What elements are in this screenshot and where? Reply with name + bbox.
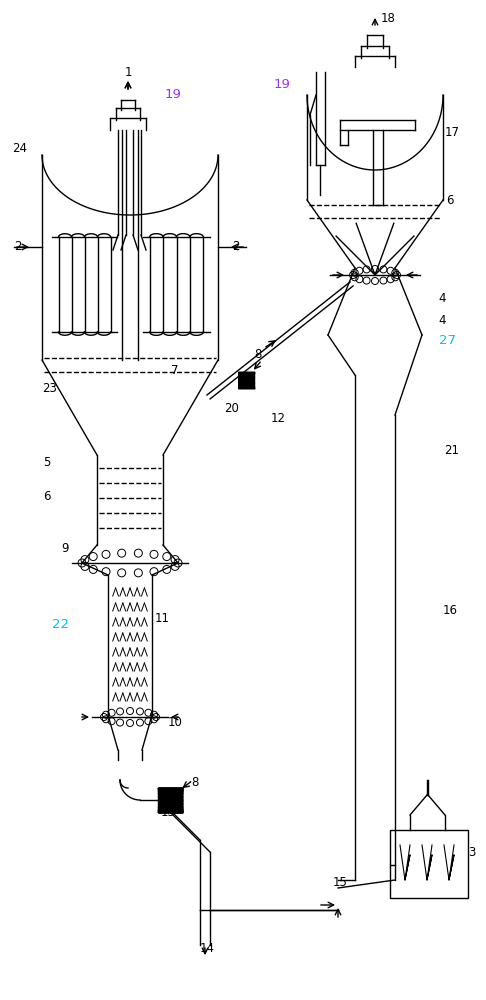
Text: 6: 6 <box>446 194 454 207</box>
Text: 19: 19 <box>165 89 181 102</box>
Text: 15: 15 <box>332 876 347 888</box>
Text: 6: 6 <box>43 490 51 504</box>
Text: 17: 17 <box>445 125 459 138</box>
Text: 19: 19 <box>274 79 291 92</box>
Text: 11: 11 <box>155 611 170 624</box>
Text: 5: 5 <box>43 456 51 468</box>
Text: 9: 9 <box>61 542 69 554</box>
Text: 13: 13 <box>160 806 175 818</box>
Text: 18: 18 <box>381 11 396 24</box>
Text: 21: 21 <box>445 444 459 456</box>
Text: 23: 23 <box>43 381 57 394</box>
Text: 3: 3 <box>469 846 476 859</box>
Text: 8: 8 <box>191 776 199 788</box>
Text: 7: 7 <box>171 363 179 376</box>
Text: 14: 14 <box>199 942 214 954</box>
Text: 16: 16 <box>442 603 457 616</box>
Text: 1: 1 <box>124 66 132 79</box>
Text: 2: 2 <box>232 240 240 253</box>
Text: 4: 4 <box>438 314 446 326</box>
Text: 10: 10 <box>168 716 182 730</box>
Text: 20: 20 <box>225 401 240 414</box>
Text: 24: 24 <box>13 141 28 154</box>
Text: 8: 8 <box>254 349 261 361</box>
Text: 2: 2 <box>14 240 22 253</box>
Bar <box>390 830 468 898</box>
Text: 4: 4 <box>438 292 446 304</box>
Text: 12: 12 <box>271 412 285 424</box>
Text: 27: 27 <box>438 334 455 347</box>
Text: 22: 22 <box>52 618 69 632</box>
